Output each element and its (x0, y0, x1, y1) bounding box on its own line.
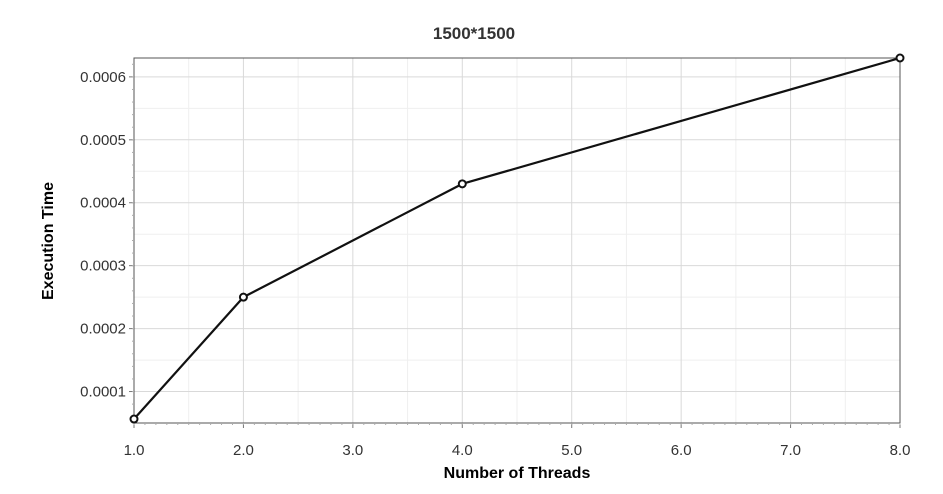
data-point (129, 414, 139, 424)
x-tick-label: 5.0 (561, 442, 582, 459)
data-point (895, 53, 905, 63)
x-tick-label: 1.0 (124, 442, 145, 459)
x-tick-label: 7.0 (780, 442, 801, 459)
chart-title: 1500*1500 (433, 24, 515, 43)
y-tick-label: 0.0004 (80, 195, 126, 212)
x-tick-label: 4.0 (452, 442, 473, 459)
x-tick-label: 8.0 (890, 442, 911, 459)
data-point (238, 292, 248, 302)
y-tick-label: 0.0006 (80, 69, 126, 86)
x-tick-label: 2.0 (233, 442, 254, 459)
series-group (129, 53, 905, 424)
x-axis-ticks: 1.0 2.0 3.0 4.0 5.0 6.0 7.0 8.0 (124, 423, 911, 459)
x-axis-label: Number of Threads (444, 465, 591, 482)
y-tick-label: 0.0001 (80, 384, 126, 401)
x-tick-label: 3.0 (342, 442, 363, 459)
data-point (457, 179, 467, 189)
series-line (132, 56, 902, 421)
y-axis-ticks: 0.0001 0.0002 0.0003 0.0004 0.0005 0.0006 (80, 63, 134, 418)
y-tick-label: 0.0002 (80, 321, 126, 338)
y-tick-label: 0.0005 (80, 132, 126, 149)
y-axis-label: Execution Time (40, 182, 57, 300)
y-tick-label: 0.0003 (80, 258, 126, 275)
minor-gridlines (134, 58, 900, 423)
x-tick-label: 6.0 (671, 442, 692, 459)
